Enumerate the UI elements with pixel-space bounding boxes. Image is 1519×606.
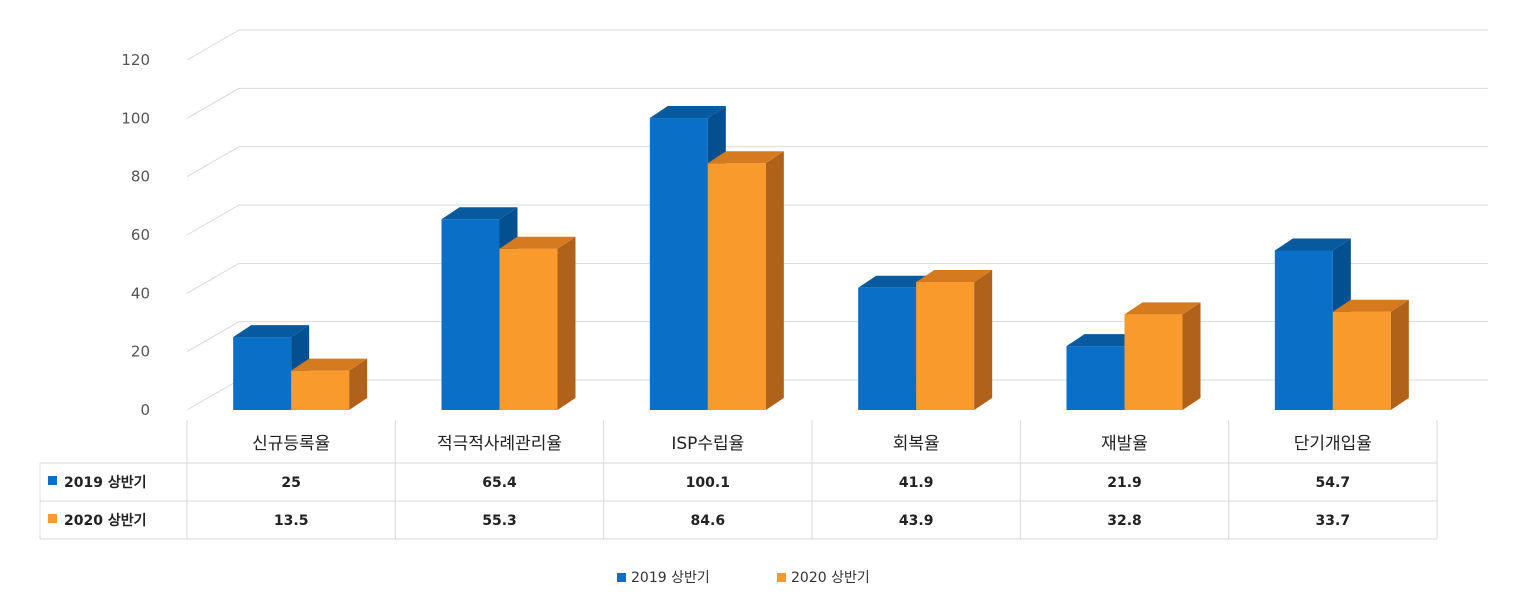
series-swatch bbox=[48, 476, 57, 485]
bar-side-1-0 bbox=[349, 358, 368, 410]
bar-top-0-1 bbox=[441, 207, 518, 220]
y-tick-label: 20 bbox=[131, 343, 150, 361]
category-label: 단기개입율 bbox=[1294, 434, 1372, 454]
grid-line-diagonal bbox=[186, 204, 240, 236]
data-value: 65.4 bbox=[482, 475, 517, 491]
legend-swatch bbox=[777, 573, 786, 582]
series-name: 2019 상반기 bbox=[64, 474, 146, 491]
series-name: 2020 상반기 bbox=[64, 512, 146, 529]
category-label: 적극적사례관리율 bbox=[437, 434, 562, 454]
legend: 2019 상반기 2020 상반기 bbox=[617, 570, 870, 586]
grid-line-diagonal bbox=[186, 321, 240, 353]
data-value: 54.7 bbox=[1316, 475, 1351, 491]
bars bbox=[233, 106, 1409, 411]
bar-side-1-5 bbox=[1390, 299, 1409, 410]
bar-front-1-5 bbox=[1332, 311, 1391, 410]
grid-line-diagonal bbox=[186, 29, 240, 61]
series-swatch bbox=[48, 514, 57, 523]
data-value: 25 bbox=[281, 475, 300, 491]
y-tick-label: 120 bbox=[121, 51, 150, 69]
bar-top-0-2 bbox=[649, 106, 726, 119]
bar-top-0-4 bbox=[1066, 334, 1143, 347]
bar-top-1-1 bbox=[499, 236, 576, 249]
y-tick-label: 100 bbox=[121, 109, 150, 127]
bar-front-1-1 bbox=[499, 248, 558, 410]
data-value: 84.6 bbox=[691, 513, 726, 529]
bar-front-0-3 bbox=[858, 287, 917, 410]
bar-front-0-5 bbox=[1274, 250, 1333, 410]
data-value: 33.7 bbox=[1316, 513, 1351, 529]
bar-front-1-3 bbox=[916, 281, 975, 410]
grid-line-diagonal bbox=[186, 379, 240, 411]
category-label: 재발율 bbox=[1101, 434, 1148, 454]
category-label: ISP수립율 bbox=[671, 434, 744, 454]
data-value: 43.9 bbox=[899, 513, 934, 529]
legend-swatch bbox=[617, 573, 626, 582]
y-tick-label: 60 bbox=[131, 226, 150, 244]
bar-top-0-0 bbox=[233, 325, 310, 338]
grid-line-diagonal bbox=[186, 262, 240, 294]
y-tick-label: 0 bbox=[140, 401, 150, 419]
data-value: 21.9 bbox=[1107, 475, 1142, 491]
data-value: 13.5 bbox=[274, 513, 309, 529]
bar-top-0-5 bbox=[1274, 238, 1351, 251]
y-tick-label: 40 bbox=[131, 284, 150, 302]
bar-front-0-2 bbox=[649, 118, 708, 411]
data-value: 55.3 bbox=[482, 513, 517, 529]
bar-top-1-2 bbox=[707, 151, 784, 164]
grid-line-diagonal bbox=[186, 146, 240, 178]
bar-top-0-3 bbox=[858, 275, 935, 288]
bar-side-1-1 bbox=[557, 236, 576, 410]
bar-top-1-5 bbox=[1332, 299, 1409, 312]
bar-front-1-2 bbox=[707, 163, 766, 410]
legend-label: 2020 상반기 bbox=[791, 570, 870, 586]
bar-front-0-0 bbox=[233, 337, 292, 410]
legend-label: 2019 상반기 bbox=[631, 570, 710, 586]
category-label: 회복율 bbox=[893, 434, 940, 454]
bar-front-0-4 bbox=[1066, 346, 1125, 410]
data-table: 신규등록율 적극적사례관리율 ISP수립율 회복율 재발율 단기개입율 2019 상반기 25… bbox=[39, 420, 1438, 540]
data-value: 32.8 bbox=[1107, 513, 1142, 529]
data-value: 41.9 bbox=[899, 475, 934, 491]
grid-line-diagonal bbox=[186, 87, 240, 119]
y-tick-label: 80 bbox=[131, 168, 150, 186]
bar-front-0-1 bbox=[441, 219, 500, 410]
bar-side-1-4 bbox=[1182, 302, 1201, 410]
bar-top-1-3 bbox=[916, 269, 993, 282]
bar-side-1-2 bbox=[765, 151, 784, 410]
y-axis-ticks: 0 20 40 60 80 100 120 bbox=[121, 51, 150, 419]
bar-top-1-4 bbox=[1124, 302, 1201, 315]
bar-front-1-0 bbox=[291, 370, 350, 410]
category-label: 신규등록율 bbox=[252, 434, 330, 454]
data-value: 100.1 bbox=[686, 475, 730, 491]
bar-side-1-3 bbox=[974, 269, 993, 410]
bar-top-1-0 bbox=[291, 358, 368, 371]
bar-front-1-4 bbox=[1124, 314, 1183, 410]
